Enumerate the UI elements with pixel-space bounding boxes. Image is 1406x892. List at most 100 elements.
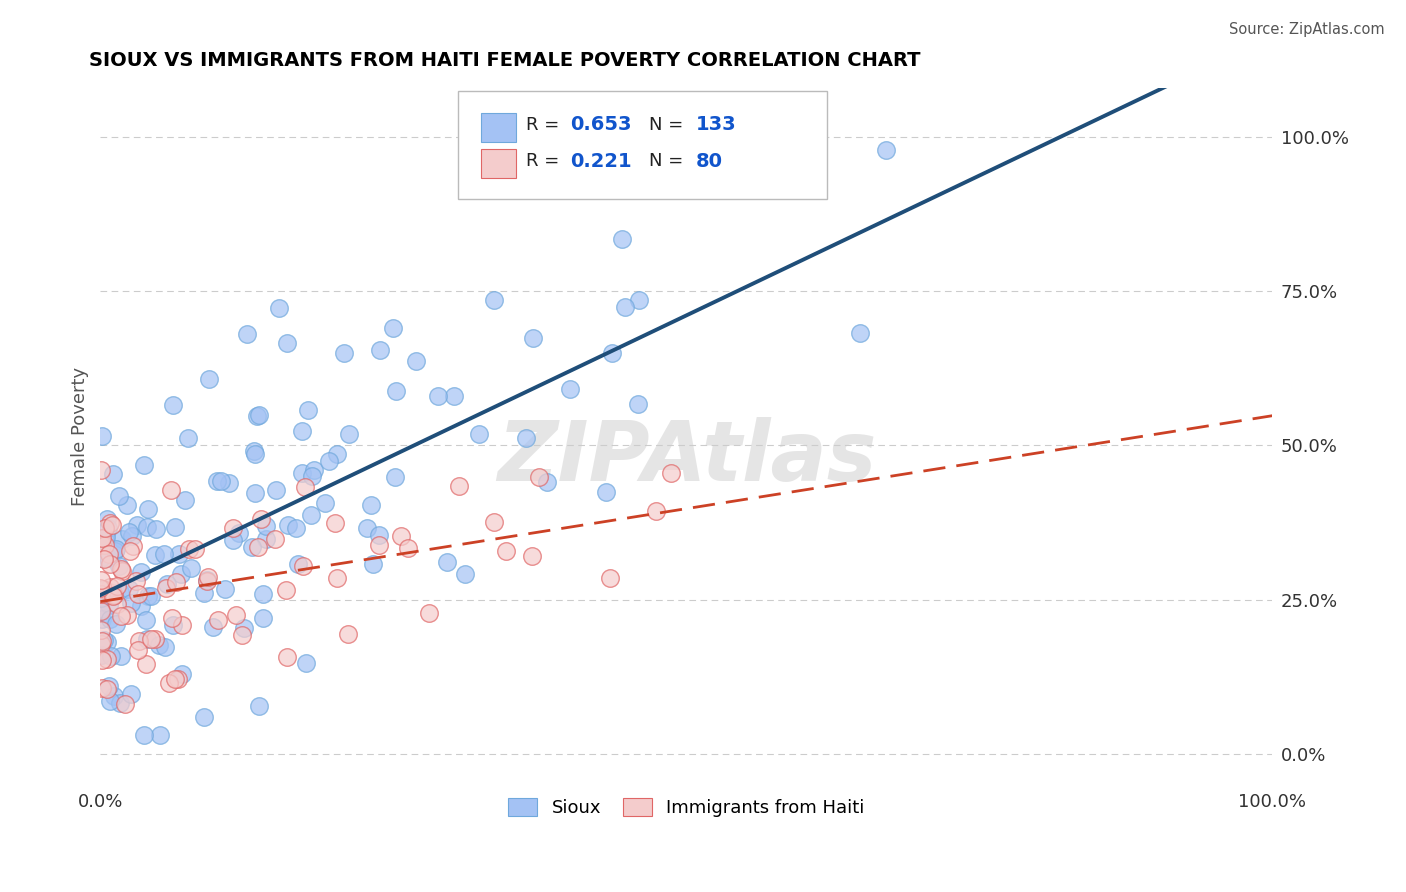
- Point: [134, 458, 156, 473]
- Point: [110, 562, 132, 576]
- Point: [875, 143, 897, 157]
- Point: [218, 476, 240, 491]
- Point: [254, 519, 277, 533]
- Point: [108, 489, 131, 503]
- Point: [198, 372, 221, 386]
- Point: [336, 627, 359, 641]
- Point: [167, 547, 190, 561]
- Point: [90, 429, 112, 443]
- Point: [659, 466, 682, 480]
- Point: [231, 628, 253, 642]
- Point: [295, 656, 318, 670]
- Point: [118, 582, 141, 596]
- Point: [90, 573, 112, 587]
- Point: [252, 610, 274, 624]
- Point: [98, 693, 121, 707]
- Point: [291, 466, 314, 480]
- Point: [285, 521, 308, 535]
- Point: [91, 531, 114, 545]
- Point: [436, 556, 458, 570]
- Point: [162, 617, 184, 632]
- Point: [105, 579, 128, 593]
- Point: [132, 728, 155, 742]
- Point: [274, 582, 297, 597]
- Point: [96, 512, 118, 526]
- Point: [108, 584, 131, 599]
- Point: [482, 293, 505, 307]
- Point: [160, 483, 183, 498]
- FancyBboxPatch shape: [458, 91, 827, 199]
- Text: 133: 133: [696, 115, 737, 135]
- Point: [294, 480, 316, 494]
- Point: [89, 581, 111, 595]
- Point: [148, 638, 170, 652]
- Point: [90, 612, 112, 626]
- FancyBboxPatch shape: [481, 149, 516, 178]
- Point: [515, 431, 537, 445]
- Point: [360, 498, 382, 512]
- Point: [118, 525, 141, 540]
- Point: [139, 632, 162, 646]
- Point: [97, 598, 120, 612]
- Point: [454, 566, 477, 581]
- Point: [207, 614, 229, 628]
- Point: [129, 599, 152, 613]
- Point: [98, 558, 121, 572]
- Point: [301, 469, 323, 483]
- Point: [98, 612, 121, 626]
- Point: [443, 389, 465, 403]
- Point: [247, 409, 270, 423]
- Point: [145, 632, 167, 646]
- Point: [107, 558, 129, 573]
- Point: [405, 354, 427, 368]
- Point: [600, 345, 623, 359]
- Point: [214, 582, 236, 596]
- Point: [139, 589, 162, 603]
- Point: [628, 293, 651, 308]
- Point: [100, 518, 122, 533]
- Point: [165, 672, 187, 686]
- Point: [337, 427, 360, 442]
- Point: [94, 533, 117, 547]
- Point: [848, 326, 870, 340]
- Point: [276, 335, 298, 350]
- Point: [264, 533, 287, 547]
- Text: ZIPAtlas: ZIPAtlas: [496, 417, 876, 498]
- Point: [297, 403, 319, 417]
- Point: [228, 526, 250, 541]
- Point: [98, 679, 121, 693]
- Point: [595, 484, 617, 499]
- Point: [264, 483, 287, 498]
- Text: 0.221: 0.221: [571, 152, 633, 170]
- Point: [115, 498, 138, 512]
- Point: [96, 652, 118, 666]
- Point: [599, 571, 621, 585]
- FancyBboxPatch shape: [481, 113, 516, 142]
- Point: [165, 574, 187, 589]
- Point: [384, 470, 406, 484]
- Point: [233, 621, 256, 635]
- Point: [299, 508, 322, 522]
- Point: [197, 570, 219, 584]
- Point: [291, 559, 314, 574]
- Point: [291, 424, 314, 438]
- Point: [160, 611, 183, 625]
- Point: [236, 326, 259, 341]
- Point: [90, 648, 112, 662]
- Point: [482, 515, 505, 529]
- Point: [468, 426, 491, 441]
- Point: [243, 447, 266, 461]
- Point: [302, 463, 325, 477]
- Point: [111, 533, 134, 547]
- Point: [120, 596, 142, 610]
- Point: [152, 547, 174, 561]
- Point: [100, 580, 122, 594]
- Point: [314, 496, 336, 510]
- Point: [121, 529, 143, 543]
- Point: [149, 728, 172, 742]
- Point: [209, 475, 232, 489]
- Point: [98, 516, 121, 531]
- Point: [361, 558, 384, 572]
- Point: [110, 648, 132, 663]
- Point: [90, 591, 112, 605]
